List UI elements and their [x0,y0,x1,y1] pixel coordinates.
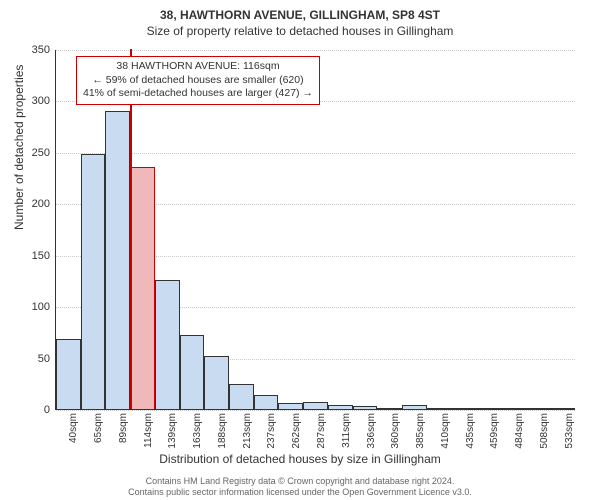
xtick-label: 287sqm [316,413,327,449]
xtick-label: 311sqm [341,413,352,448]
bar [229,384,254,409]
ytick-label: 200 [32,198,50,210]
ytick-label: 350 [32,44,50,56]
bar [427,408,452,409]
bar [550,408,575,409]
xtick-label: 336sqm [366,413,377,449]
bar [303,402,328,409]
attribution: Contains HM Land Registry data © Crown c… [0,476,600,498]
xtick-label: 237sqm [266,413,277,449]
x-axis-label: Distribution of detached houses by size … [0,452,600,466]
gridline-h [56,410,575,411]
bar [452,408,477,409]
xtick-label: 163sqm [192,413,203,449]
chart-container: 38, HAWTHORN AVENUE, GILLINGHAM, SP8 4ST… [0,0,600,500]
xtick-label: 262sqm [291,413,302,449]
xtick-label: 435sqm [465,413,476,449]
bar [402,405,427,409]
xtick-label: 213sqm [242,413,253,449]
xtick-label: 188sqm [217,413,228,449]
xtick-label: 410sqm [440,413,451,449]
ytick-label: 300 [32,95,50,107]
bar [526,408,551,409]
bar [278,403,303,409]
xtick-label: 139sqm [167,413,178,449]
ytick-label: 0 [44,404,50,416]
plot-area: 050100150200250300350 38 HAWTHORN AVENUE… [55,50,575,410]
bar [353,406,378,409]
ytick-label: 250 [32,147,50,159]
xtick-label: 533sqm [564,413,575,449]
bar [377,408,402,409]
xtick-label: 65sqm [93,413,104,443]
annotation-line-3: 41% of semi-detached houses are larger (… [83,87,313,101]
xtick-label: 484sqm [514,413,525,449]
bar-highlight [130,167,155,409]
xtick-label: 360sqm [390,413,401,449]
bar [254,395,279,409]
bar [204,356,229,409]
bar [180,335,205,409]
annotation-line-2: ← 59% of detached houses are smaller (62… [83,74,313,88]
annotation-box: 38 HAWTHORN AVENUE: 116sqm ← 59% of deta… [76,56,320,105]
bar [476,408,501,409]
ytick-label: 50 [38,353,50,365]
y-axis-label: Number of detached properties [12,65,26,230]
xtick-label: 114sqm [143,413,154,448]
xtick-label: 508sqm [539,413,550,449]
annotation-line-1: 38 HAWTHORN AVENUE: 116sqm [83,60,313,74]
bar [56,339,81,409]
xtick-label: 459sqm [489,413,500,449]
bar [328,405,353,409]
ytick-label: 100 [32,301,50,313]
attribution-line-1: Contains HM Land Registry data © Crown c… [0,476,600,487]
chart-title: 38, HAWTHORN AVENUE, GILLINGHAM, SP8 4ST [0,0,600,22]
bar [155,280,180,409]
bar [501,408,526,409]
bar [81,154,106,409]
xtick-label: 40sqm [68,413,79,443]
xtick-label: 385sqm [415,413,426,449]
bar [105,111,130,409]
ytick-label: 150 [32,250,50,262]
chart-subtitle: Size of property relative to detached ho… [0,22,600,38]
attribution-line-2: Contains public sector information licen… [0,487,600,498]
xtick-label: 89sqm [118,413,129,443]
